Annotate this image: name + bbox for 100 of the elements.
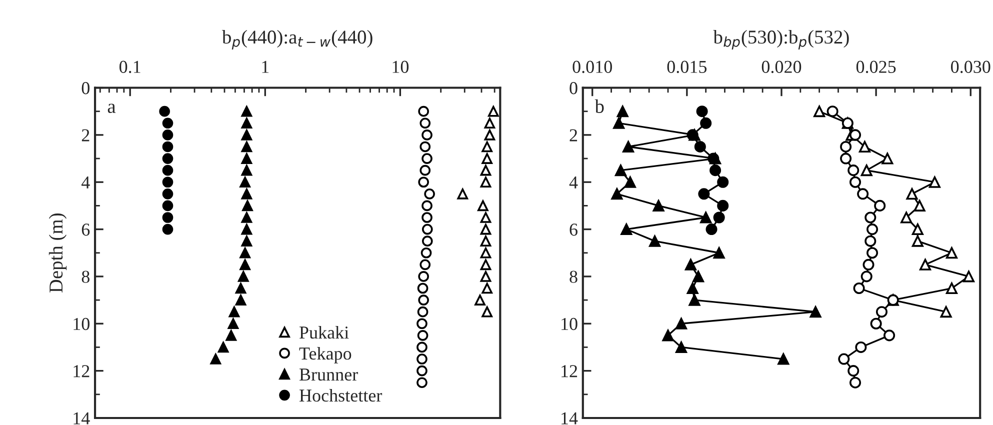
- point: [675, 341, 688, 353]
- point: [884, 330, 896, 342]
- y-tick-label: 14: [74, 412, 90, 424]
- point: [860, 270, 872, 282]
- point: [849, 376, 862, 388]
- x-tick-label: 1: [262, 60, 269, 73]
- y-tick-label: 0: [570, 82, 578, 94]
- point: [864, 212, 876, 224]
- point: [713, 212, 725, 224]
- point: [698, 188, 710, 200]
- y-tick-label: 0: [82, 82, 90, 94]
- point: [848, 164, 860, 176]
- legend-label: Hochstetter: [299, 388, 382, 402]
- y-tick-label: 14: [562, 412, 578, 424]
- y-tick-label: 4: [569, 176, 578, 188]
- y-tick-label: 10: [562, 318, 578, 330]
- point: [906, 188, 918, 200]
- point: [870, 318, 882, 330]
- point: [887, 294, 899, 306]
- point: [826, 106, 838, 118]
- text: 0.010: [572, 60, 612, 74]
- point: [849, 176, 862, 188]
- point: [684, 258, 696, 270]
- point: [616, 106, 628, 118]
- point: [928, 176, 940, 188]
- y-tick-label: 2: [570, 129, 578, 142]
- point: [662, 330, 674, 342]
- point: [710, 164, 722, 176]
- point: [866, 247, 878, 259]
- point: [912, 235, 924, 247]
- point: [675, 318, 688, 330]
- y-axis-title: Depth (m): [48, 214, 67, 293]
- point: [900, 212, 912, 224]
- point: [853, 282, 865, 294]
- x-tick-label: 0.015: [667, 60, 707, 74]
- point: [613, 117, 625, 129]
- legend-label: Tekapo: [299, 346, 352, 364]
- point: [838, 353, 850, 365]
- point: [866, 224, 878, 236]
- point: [622, 140, 634, 152]
- point: [962, 270, 975, 282]
- point: [692, 270, 704, 282]
- y-tick-label: 8: [570, 270, 578, 283]
- x-tick-label: 0.020: [762, 60, 802, 74]
- annotation: a: [108, 104, 116, 114]
- y-tick-label: 8: [82, 270, 90, 283]
- point: [849, 129, 862, 141]
- point: [649, 235, 661, 247]
- point: [864, 235, 876, 247]
- legend-label: Pukaki: [299, 326, 349, 339]
- x-tick-label: 0.025: [856, 60, 896, 74]
- point: [860, 164, 872, 176]
- point: [624, 176, 636, 188]
- point: [700, 117, 712, 129]
- point: [840, 140, 852, 152]
- point: [713, 247, 725, 259]
- point: [706, 224, 718, 236]
- y-tick-label: 6: [82, 224, 90, 236]
- point: [700, 212, 712, 224]
- point: [874, 200, 886, 212]
- point: [848, 365, 860, 377]
- point: [611, 188, 623, 200]
- y-tick-label: 10: [74, 318, 90, 330]
- point: [814, 106, 826, 118]
- point: [946, 282, 958, 294]
- x-tick-label: 10: [392, 60, 409, 73]
- point: [855, 341, 867, 353]
- point: [858, 140, 870, 152]
- point: [688, 294, 700, 306]
- point: [946, 247, 958, 259]
- y-tick-label: 12: [562, 365, 578, 378]
- y-tick-label: 6: [570, 224, 578, 236]
- point: [686, 129, 698, 141]
- point: [614, 164, 626, 176]
- point: [882, 152, 894, 164]
- point: [620, 224, 632, 236]
- point: [857, 188, 869, 200]
- x-axis-title: b$_{bp}$(530):b$_{p}$(532): [713, 30, 849, 50]
- legend-label: Brunner: [299, 368, 358, 381]
- point: [876, 306, 888, 318]
- x-axis-title: b$_{p}$(440):a$_{t−w}$(440): [222, 30, 372, 50]
- point: [652, 200, 664, 212]
- point: [912, 224, 924, 236]
- point: [708, 152, 720, 164]
- point: [778, 353, 790, 365]
- point: [862, 258, 874, 270]
- point: [686, 282, 698, 294]
- point: [717, 200, 729, 212]
- annotation: b: [594, 99, 604, 114]
- point: [717, 176, 729, 188]
- point: [696, 106, 708, 118]
- x-tick-label: 0.1: [119, 60, 140, 74]
- point: [840, 152, 852, 164]
- y-tick-label: 2: [82, 129, 90, 142]
- point: [919, 258, 932, 270]
- y-tick-label: 4: [81, 176, 90, 188]
- point: [914, 200, 926, 212]
- x-tick-label: 0.030: [951, 60, 990, 74]
- point: [810, 306, 822, 318]
- y-tick-label: 12: [74, 365, 90, 378]
